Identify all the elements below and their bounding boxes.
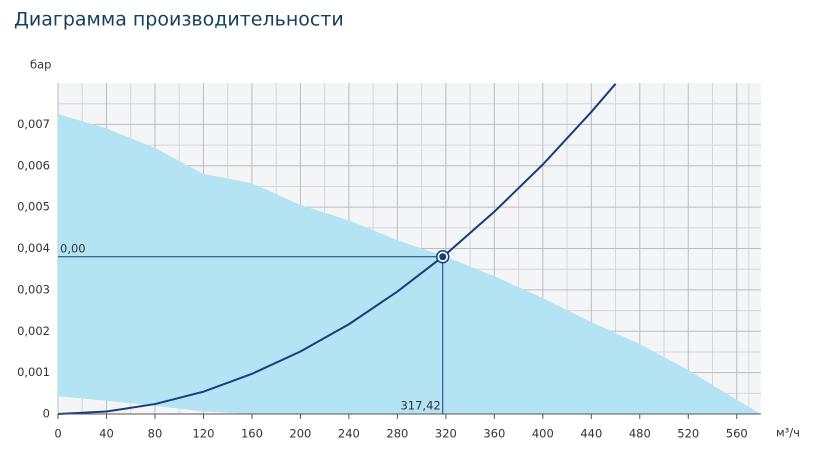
x-tick-label: 400 bbox=[532, 427, 554, 441]
point-y-label: 0,00 bbox=[60, 241, 86, 255]
y-tick-label: 0,002 bbox=[17, 324, 50, 338]
x-tick-label: 80 bbox=[148, 427, 163, 441]
y-tick-label: 0,001 bbox=[17, 365, 50, 379]
x-tick-label: 360 bbox=[483, 427, 505, 441]
x-tick-label: 160 bbox=[241, 427, 263, 441]
x-axis-label: м³/ч bbox=[776, 426, 800, 440]
system-curve bbox=[57, 83, 617, 415]
x-tick-label: 440 bbox=[580, 427, 602, 441]
point-x-label: 317,42 bbox=[400, 399, 440, 413]
x-tick-label: 240 bbox=[338, 427, 360, 441]
y-tick-label: 0,005 bbox=[17, 200, 50, 214]
chart-title: Диаграмма производительности bbox=[14, 9, 344, 31]
x-tick-label: 280 bbox=[386, 427, 408, 441]
x-tick-label: 560 bbox=[726, 427, 748, 441]
x-tick-label: 120 bbox=[192, 427, 214, 441]
x-tick-label: 320 bbox=[435, 427, 457, 441]
x-tick-label: 40 bbox=[99, 427, 114, 441]
operating-area bbox=[58, 114, 761, 414]
y-tick-label: 0,003 bbox=[17, 282, 50, 296]
y-tick-label: 0 bbox=[43, 407, 50, 421]
operating-point bbox=[439, 253, 447, 261]
x-tick-label: 0 bbox=[54, 427, 61, 441]
y-tick-label: 0,007 bbox=[17, 117, 50, 131]
x-tick-label: 200 bbox=[289, 427, 311, 441]
y-tick-label: 0,004 bbox=[17, 241, 50, 255]
y-tick-label: 0,006 bbox=[17, 158, 50, 172]
x-tick-label: 520 bbox=[677, 427, 699, 441]
y-axis-label: бар bbox=[30, 58, 51, 72]
x-tick-label: 480 bbox=[629, 427, 651, 441]
